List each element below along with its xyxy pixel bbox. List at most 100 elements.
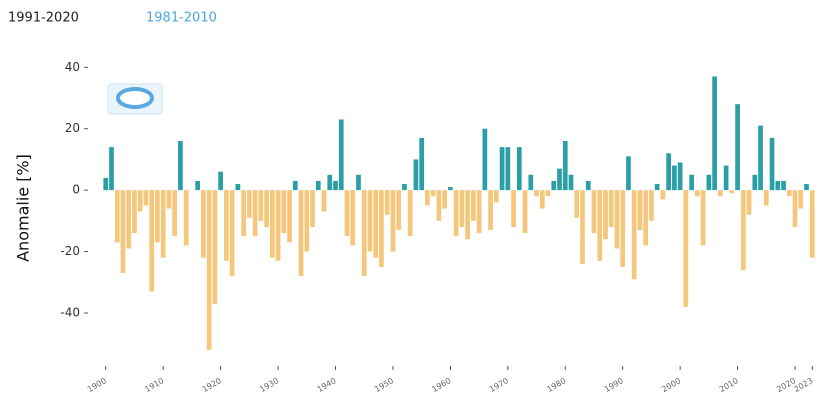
bar xyxy=(149,190,155,292)
bar xyxy=(735,104,740,191)
bar xyxy=(775,180,781,191)
x-tick-label: 1980 xyxy=(545,376,567,394)
bar xyxy=(706,174,712,191)
bar xyxy=(551,180,557,191)
bar xyxy=(114,190,120,243)
bar xyxy=(275,190,281,261)
bar xyxy=(683,190,689,307)
bar xyxy=(729,190,735,194)
bar xyxy=(545,190,551,197)
bar xyxy=(740,190,746,270)
bar xyxy=(298,190,304,277)
bar xyxy=(356,174,361,191)
bar xyxy=(195,180,201,191)
bar xyxy=(591,190,597,234)
bar xyxy=(471,190,476,221)
bar xyxy=(603,190,608,240)
bar xyxy=(390,190,396,252)
bar xyxy=(327,174,333,191)
bar xyxy=(201,190,206,258)
bar xyxy=(539,190,545,209)
bar xyxy=(620,190,626,267)
bar xyxy=(516,147,522,191)
bar xyxy=(379,190,384,267)
bar xyxy=(183,190,189,246)
bar xyxy=(126,190,132,249)
x-tick-label: 1950 xyxy=(373,376,395,394)
bar xyxy=(384,190,390,215)
x-tick-label: 1940 xyxy=(316,376,338,394)
bar xyxy=(143,190,149,206)
bar xyxy=(258,190,264,221)
bar xyxy=(534,190,539,197)
x-tick-label: 1910 xyxy=(143,376,165,394)
bar xyxy=(373,190,379,258)
tab-1991-2020[interactable]: 1991-2020 xyxy=(8,11,79,26)
bar xyxy=(752,174,758,191)
bar xyxy=(333,180,338,191)
bar xyxy=(413,159,419,191)
x-tick-label: 1960 xyxy=(431,376,453,394)
bar xyxy=(557,168,562,191)
bar xyxy=(792,190,798,227)
bar xyxy=(292,180,298,191)
bar xyxy=(763,190,769,206)
bar xyxy=(453,190,459,237)
bar xyxy=(769,137,775,191)
x-tick-label: 2000 xyxy=(660,376,682,394)
bar xyxy=(626,156,631,191)
bar xyxy=(465,190,470,240)
x-tick-label: 1920 xyxy=(201,376,223,394)
bar xyxy=(103,177,109,191)
bar xyxy=(459,190,465,227)
bar xyxy=(689,174,694,191)
bar xyxy=(746,190,752,215)
bar xyxy=(218,171,223,191)
bar xyxy=(425,190,430,206)
y-tick-label: 20 xyxy=(65,121,80,135)
y-tick-label: 0 xyxy=(72,183,80,197)
bar xyxy=(643,190,649,246)
bar xyxy=(229,190,235,277)
bar xyxy=(172,190,178,237)
bar xyxy=(137,190,143,212)
bar xyxy=(304,190,310,252)
bar xyxy=(241,190,246,237)
bar xyxy=(281,190,287,234)
bar xyxy=(666,153,672,191)
bar xyxy=(178,141,183,191)
bar xyxy=(568,174,574,191)
bar xyxy=(160,190,166,258)
bar xyxy=(246,190,252,218)
bar xyxy=(637,190,643,231)
bar xyxy=(608,190,614,227)
bar xyxy=(315,180,321,191)
bar xyxy=(252,190,258,237)
y-axis-label: Anomalie [%] xyxy=(14,154,33,262)
bar xyxy=(717,190,723,197)
bar xyxy=(310,190,315,227)
x-tick-label: 1900 xyxy=(86,376,108,394)
bar xyxy=(109,147,114,191)
bar xyxy=(120,190,126,274)
bar xyxy=(809,190,815,258)
bar xyxy=(695,190,700,197)
x-tick-label: 1990 xyxy=(603,376,625,394)
bar xyxy=(798,190,804,209)
y-tick-label: -20 xyxy=(60,244,80,258)
bar xyxy=(235,184,241,191)
tab-1981-2010[interactable]: 1981-2010 xyxy=(146,11,217,26)
bar xyxy=(614,190,620,249)
y-tick-label: -40 xyxy=(60,306,80,320)
bar xyxy=(585,180,591,191)
bar xyxy=(488,190,493,231)
bar xyxy=(712,76,717,191)
bar xyxy=(597,190,603,261)
bar xyxy=(132,190,137,234)
x-tick-label: 1970 xyxy=(488,376,510,394)
bar xyxy=(430,190,436,197)
bar xyxy=(672,165,677,191)
bar xyxy=(522,190,528,234)
bar xyxy=(407,190,413,237)
